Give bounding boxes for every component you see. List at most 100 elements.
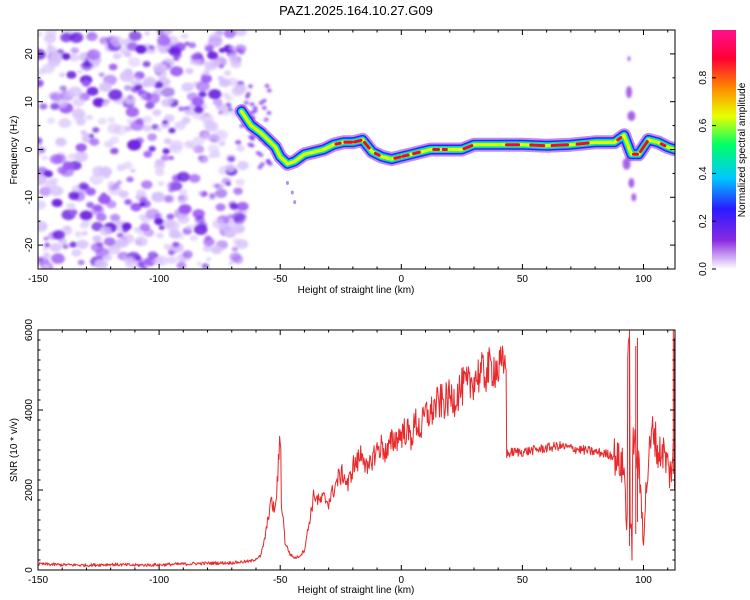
noise-blob xyxy=(82,80,91,87)
noise-blob xyxy=(106,200,117,209)
snr-ylabel: SNR (10 * v/v) xyxy=(9,418,20,482)
noise-blob xyxy=(247,142,253,147)
noise-blob xyxy=(144,31,150,36)
noise-blob xyxy=(218,47,226,53)
noise-blob xyxy=(39,103,48,110)
ridge-core-segment xyxy=(352,138,363,144)
scatter-point xyxy=(286,181,289,185)
noise-blob xyxy=(130,86,140,93)
noise-blob xyxy=(225,95,233,102)
noise-blob xyxy=(215,104,222,110)
noise-blob xyxy=(168,127,176,134)
noise-blob xyxy=(109,136,120,144)
noise-blob xyxy=(130,202,142,212)
noise-blob xyxy=(102,101,109,107)
noise-blob xyxy=(261,105,267,110)
noise-blob xyxy=(190,53,200,61)
noise-blob xyxy=(148,145,156,152)
noise-blob xyxy=(86,32,98,41)
snr-panel: -150 -100 -50 0 50 100 0 2000 4000 6000 Height of… xyxy=(9,318,676,596)
ridge-core-segment xyxy=(401,153,410,158)
disturbance-blob xyxy=(626,86,632,99)
disturbance-blob xyxy=(622,157,631,170)
noise-blob xyxy=(157,35,171,46)
noise-blob xyxy=(80,129,88,136)
colorbar-tick-label: 0.8 xyxy=(698,70,709,84)
noise-blob xyxy=(122,161,133,170)
noise-blob xyxy=(223,70,232,76)
noise-blob xyxy=(263,117,269,122)
disturbance-blob xyxy=(627,56,631,62)
noise-blob xyxy=(75,143,87,152)
noise-blob xyxy=(234,30,247,37)
ridge-core-segment xyxy=(334,141,342,146)
noise-blob xyxy=(185,68,194,75)
noise-blob xyxy=(86,86,99,96)
noise-blob xyxy=(178,188,188,196)
noise-blob xyxy=(123,51,132,58)
y-tick-label: 0 xyxy=(24,146,35,152)
noise-blob xyxy=(94,259,108,269)
noise-blob xyxy=(38,174,47,185)
noise-blob xyxy=(215,203,226,212)
x-tick-label: 50 xyxy=(517,575,529,586)
x-tick-label: -100 xyxy=(149,274,169,285)
noise-blob xyxy=(38,68,46,76)
noise-blob xyxy=(229,45,236,51)
noise-blob xyxy=(198,91,207,98)
colorbar-tick-label: 0.2 xyxy=(698,214,709,228)
noise-blob xyxy=(172,241,180,248)
noise-blob xyxy=(38,152,42,157)
noise-blob xyxy=(155,158,165,167)
noise-blob xyxy=(76,118,86,126)
noise-blob xyxy=(92,127,100,133)
noise-blob xyxy=(267,161,273,166)
noise-blob xyxy=(155,255,169,266)
noise-blob xyxy=(228,223,239,232)
noise-blob xyxy=(225,181,232,186)
noise-blob xyxy=(69,209,78,216)
noise-blob xyxy=(74,151,88,162)
noise-blob xyxy=(113,239,126,249)
snr-xlabel: Height of straight line (km) xyxy=(298,585,415,596)
noise-blob xyxy=(148,45,155,50)
noise-blob xyxy=(98,82,112,93)
x-tick-label: 0 xyxy=(399,274,405,285)
noise-blob xyxy=(116,180,122,185)
noise-blob xyxy=(49,243,62,253)
noise-blob xyxy=(191,96,205,107)
noise-blob xyxy=(211,245,223,255)
x-tick-label: 0 xyxy=(399,575,405,586)
noise-blob xyxy=(66,71,77,79)
noise-blob xyxy=(38,147,46,154)
noise-blob xyxy=(61,53,71,60)
noise-blob xyxy=(197,190,204,196)
noise-blob xyxy=(193,106,204,114)
noise-blob xyxy=(43,170,53,178)
noise-blob xyxy=(49,185,64,197)
noise-blob xyxy=(208,89,222,100)
noise-blob xyxy=(196,261,202,266)
noise-blob xyxy=(100,192,107,197)
x-tick-label: -50 xyxy=(273,274,288,285)
spectrogram-ylabel: Frequency (Hz) xyxy=(9,116,20,185)
noise-blob xyxy=(46,117,56,124)
noise-blob xyxy=(184,109,191,115)
noise-blob xyxy=(161,98,172,108)
noise-blob xyxy=(99,226,112,236)
noise-blob xyxy=(107,123,121,134)
noise-blob xyxy=(162,218,176,229)
noise-blob xyxy=(126,176,134,183)
noise-blob xyxy=(195,80,210,92)
noise-blob xyxy=(38,200,47,210)
noise-blob xyxy=(204,71,210,76)
noise-blob xyxy=(39,186,52,197)
noise-blob xyxy=(202,244,212,252)
noise-blob xyxy=(235,178,245,186)
noise-blob xyxy=(162,148,170,155)
noise-blob xyxy=(142,115,153,124)
noise-blob xyxy=(108,89,123,101)
noise-blob xyxy=(153,63,167,74)
noise-blob xyxy=(67,153,77,160)
